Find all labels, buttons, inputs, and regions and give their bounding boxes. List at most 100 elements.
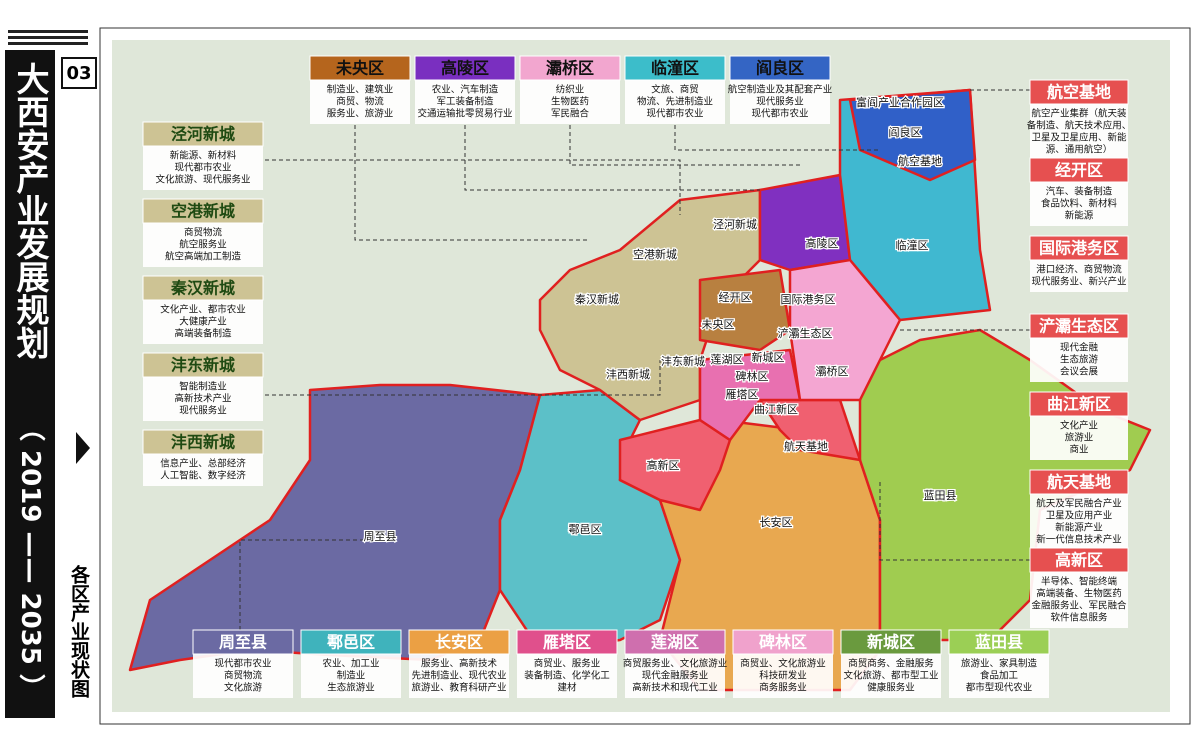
panel-line: 文化旅游、现代服务业: [155, 174, 250, 186]
panel-line: 现代金融服务业: [642, 670, 709, 682]
connectors: [239, 89, 1030, 630]
panel-body: [1030, 416, 1128, 460]
panel-title: 秦汉新城: [170, 279, 235, 298]
panel-title: 泾河新城: [171, 125, 235, 144]
panel-line: 智能制造业: [179, 381, 227, 393]
map-label: 沣东新城: [661, 354, 705, 368]
panel-header: [516, 629, 618, 655]
panel-line: 交通运输批零贸易行业: [417, 108, 512, 120]
panel-line: 商贸商务、金融服务: [848, 658, 934, 670]
panel-title: 鄠邑区: [327, 633, 375, 652]
panel-header: [300, 629, 402, 655]
panel-title: 空港新城: [171, 202, 235, 221]
panel-header: [414, 55, 516, 81]
panel-body: [1030, 260, 1128, 292]
page-number: 03: [66, 63, 92, 84]
panel-line: 金融服务业、军民融合: [1031, 600, 1127, 612]
panel-line: 源、通用航空）: [1046, 144, 1113, 156]
panel-line: 制造业、建筑业: [327, 84, 394, 96]
panel-line: 现代金融: [1060, 342, 1099, 354]
panel-header: [142, 275, 264, 301]
panel-title: 长安区: [435, 633, 483, 652]
panel-body: [143, 300, 263, 344]
panel-body: [193, 654, 293, 698]
panel-body: [1030, 104, 1128, 160]
panel-line: 都市型现代农业: [966, 682, 1033, 694]
panel-line: 文化旅游、都市型工业: [843, 670, 938, 682]
panel-body: [1030, 338, 1128, 382]
connector: [879, 480, 1030, 561]
deco-bar: [8, 36, 88, 39]
region: [498, 388, 682, 652]
page-box: [61, 57, 97, 89]
panel-body: [517, 654, 617, 698]
panel-line: 高端装备制造: [174, 328, 232, 340]
panel-line: 生态旅游业: [327, 682, 375, 694]
panel-header: [142, 121, 264, 147]
deco-bar: [8, 30, 88, 33]
panel-header: [309, 55, 411, 81]
panel-body: [143, 377, 263, 421]
panel-line: 现代都市农业: [646, 108, 703, 120]
connector: [354, 125, 590, 241]
panel-title: 浐灞生态区: [1039, 317, 1119, 336]
panel-body: [841, 654, 941, 698]
panel-body: [1030, 572, 1128, 628]
panel-title: 航空基地: [1047, 83, 1111, 102]
panel-title: 灞桥区: [546, 59, 594, 78]
panel-header: [1029, 79, 1129, 105]
panel-line: 服务业、高新技术: [421, 658, 498, 670]
panel-line: 软件信息服务: [1050, 612, 1108, 624]
panel-body: [1030, 494, 1128, 550]
panel-header: [1029, 157, 1129, 183]
panel-line: 航天及军民融合产业: [1036, 498, 1122, 510]
panel-body: [1030, 182, 1128, 226]
map-label: 长安区: [760, 515, 793, 529]
panel-line: 航空产业集群（航天装: [1031, 108, 1127, 120]
panel-body: [143, 223, 263, 267]
map-label: 蓝田县: [924, 489, 957, 502]
map-label: 曲江新区: [754, 402, 798, 416]
panel-header: [729, 55, 831, 81]
panel-body: [625, 654, 725, 698]
panel-line: 先进制造业、现代农业: [411, 670, 506, 682]
panel-header: [624, 55, 726, 81]
map-label: 秦汉新城: [575, 292, 619, 306]
panel-line: 卫星及卫星应用、新能: [1031, 132, 1127, 144]
panel-line: 新能源、新材料: [170, 150, 237, 162]
panel-line: 半导体、智能终端: [1041, 576, 1118, 588]
region: [788, 258, 902, 402]
region: [698, 268, 792, 352]
panel-title: 沣西新城: [171, 433, 235, 452]
panel-line: 卫星及应用产业: [1046, 510, 1113, 522]
panel-line: 商贸服务业、文化旅游业: [623, 658, 728, 670]
region: [848, 88, 977, 182]
panel-line: 信息产业、总部经济: [160, 458, 246, 470]
map-label: 浐灞生态区: [778, 326, 833, 340]
panel-line: 新能源: [1065, 210, 1094, 222]
panel-line: 旅游业、家具制造: [961, 658, 1038, 670]
panel-title: 未央区: [335, 59, 384, 78]
panel-line: 备制造、航天技术应用、: [1027, 120, 1132, 132]
panel-title: 经开区: [1055, 161, 1103, 180]
map-label: 空港新城: [633, 247, 677, 261]
panel-header: [519, 55, 621, 81]
panel-line: 高端装备、生物医药: [1036, 588, 1122, 600]
panel-body: [520, 80, 620, 124]
panel-line: 农业、汽车制造: [432, 84, 499, 96]
panel-line: 新能源产业: [1055, 522, 1103, 534]
map-label: 高新区: [647, 458, 680, 472]
panel-body: [310, 80, 410, 124]
panel-header: [1029, 313, 1129, 339]
panel-line: 商业: [1069, 444, 1088, 456]
districts: [128, 88, 1152, 692]
panel-title: 雁塔区: [543, 633, 591, 652]
panel-title: 莲湖区: [651, 633, 699, 652]
map-label: 鄠邑区: [569, 523, 602, 536]
panel-line: 航空服务业: [179, 239, 227, 251]
panel-title: 阎良区: [756, 59, 804, 78]
panel-line: 军工装备制造: [436, 96, 494, 108]
map-label: 临潼区: [896, 238, 929, 252]
panel-line: 纺织业: [556, 84, 585, 96]
